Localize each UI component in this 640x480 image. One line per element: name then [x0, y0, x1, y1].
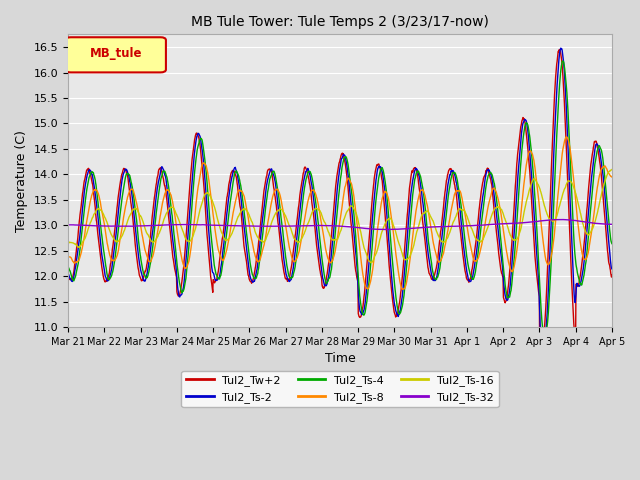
Text: MB_tule: MB_tule — [90, 48, 142, 60]
Tul2_Ts-2 — [374, 168, 381, 173]
Tul2_Tw+2 — [316, 267, 324, 273]
Tul2_Ts-8 — [374, 227, 381, 232]
Tul2_Ts-4 — [306, 169, 314, 175]
Tul2_Ts-16 — [295, 240, 303, 245]
Line: Tul2_Ts-16: Tul2_Ts-16 — [68, 169, 612, 263]
Tul2_Ts-32 — [306, 223, 314, 228]
Tul2_Ts-8 — [563, 134, 570, 140]
Tul2_Ts-4 — [129, 184, 136, 190]
Tul2_Tw+2 — [106, 264, 114, 269]
Tul2_Ts-16 — [367, 260, 375, 265]
Tul2_Ts-8 — [295, 250, 303, 255]
Tul2_Ts-32 — [553, 216, 561, 222]
Tul2_Ts-4 — [541, 336, 548, 341]
Tul2_Ts-2 — [295, 218, 303, 224]
Tul2_Ts-8 — [306, 191, 314, 196]
Tul2_Tw+2 — [538, 350, 545, 356]
Line: Tul2_Ts-4: Tul2_Ts-4 — [68, 61, 612, 338]
Tul2_Ts-32 — [129, 223, 136, 229]
Line: Tul2_Ts-32: Tul2_Ts-32 — [68, 219, 612, 229]
Tul2_Ts-16 — [64, 240, 72, 245]
Tul2_Ts-32 — [608, 221, 616, 227]
Tul2_Ts-32 — [374, 227, 381, 232]
Tul2_Ts-8 — [608, 174, 616, 180]
Tul2_Ts-32 — [295, 223, 303, 229]
Tul2_Ts-16 — [106, 229, 114, 235]
Tul2_Ts-2 — [539, 349, 547, 355]
Line: Tul2_Ts-2: Tul2_Ts-2 — [68, 48, 612, 352]
Tul2_Ts-32 — [64, 222, 72, 228]
Tul2_Ts-2 — [106, 272, 114, 278]
Tul2_Ts-4 — [64, 264, 72, 270]
Tul2_Ts-8 — [64, 254, 72, 260]
Tul2_Ts-2 — [64, 270, 72, 276]
Tul2_Ts-2 — [608, 266, 616, 272]
Tul2_Ts-2 — [316, 254, 324, 260]
Tul2_Ts-4 — [608, 241, 616, 247]
Tul2_Ts-4 — [559, 58, 567, 64]
Tul2_Ts-4 — [374, 184, 381, 190]
Tul2_Ts-8 — [106, 253, 114, 259]
Tul2_Ts-4 — [106, 276, 114, 281]
Legend: Tul2_Tw+2, Tul2_Ts-2, Tul2_Ts-4, Tul2_Ts-8, Tul2_Ts-16, Tul2_Ts-32: Tul2_Tw+2, Tul2_Ts-2, Tul2_Ts-4, Tul2_Ts… — [181, 371, 499, 407]
Tul2_Ts-2 — [129, 194, 136, 200]
Tul2_Ts-32 — [316, 223, 324, 228]
Tul2_Tw+2 — [556, 47, 563, 52]
Tul2_Tw+2 — [306, 183, 314, 189]
Line: Tul2_Ts-8: Tul2_Ts-8 — [68, 137, 612, 289]
Tul2_Ts-16 — [374, 245, 381, 251]
Line: Tul2_Tw+2: Tul2_Tw+2 — [68, 49, 612, 353]
Tul2_Ts-8 — [129, 186, 136, 192]
Tul2_Tw+2 — [64, 275, 72, 280]
Tul2_Ts-16 — [306, 216, 314, 221]
Tul2_Ts-2 — [557, 45, 564, 51]
Tul2_Ts-4 — [316, 236, 324, 242]
Y-axis label: Temperature (C): Temperature (C) — [15, 130, 28, 232]
Tul2_Tw+2 — [608, 272, 616, 278]
Tul2_Ts-4 — [295, 234, 303, 240]
Tul2_Tw+2 — [374, 162, 381, 168]
Tul2_Ts-16 — [316, 208, 324, 214]
Tul2_Ts-8 — [398, 287, 406, 292]
Tul2_Tw+2 — [295, 203, 303, 209]
Tul2_Tw+2 — [129, 209, 136, 215]
Title: MB Tule Tower: Tule Temps 2 (3/23/17-now): MB Tule Tower: Tule Temps 2 (3/23/17-now… — [191, 15, 489, 29]
Tul2_Ts-32 — [381, 227, 389, 232]
Tul2_Ts-16 — [608, 167, 616, 172]
X-axis label: Time: Time — [324, 352, 355, 365]
Tul2_Ts-8 — [316, 211, 324, 216]
Tul2_Ts-32 — [106, 223, 114, 229]
Tul2_Ts-16 — [129, 208, 136, 214]
Tul2_Ts-2 — [306, 172, 314, 178]
FancyBboxPatch shape — [65, 37, 166, 72]
